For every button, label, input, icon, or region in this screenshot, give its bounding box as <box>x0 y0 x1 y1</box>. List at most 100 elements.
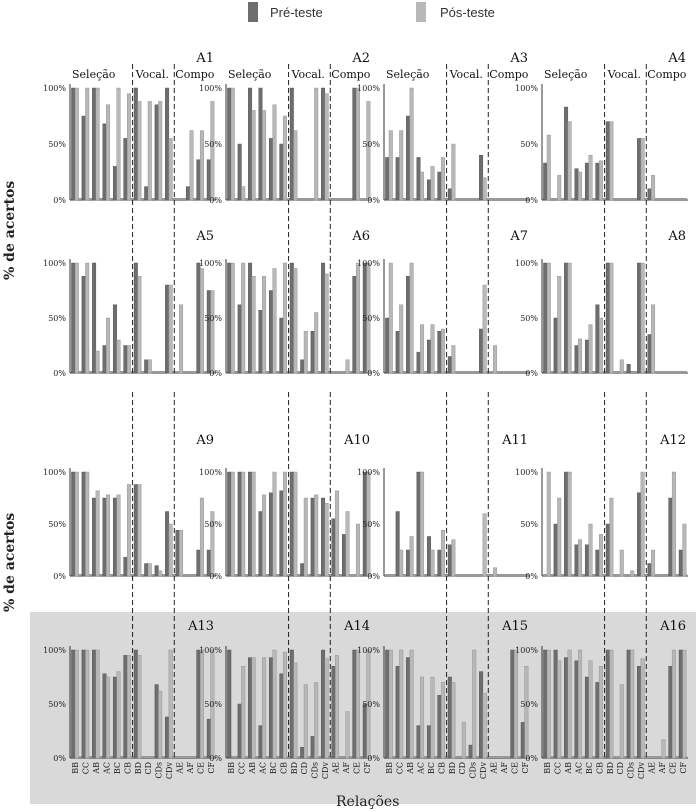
y-tick-label: 0% <box>209 196 222 205</box>
bar-pre-cc <box>237 471 242 577</box>
bar-post-ae <box>493 567 498 577</box>
bar-post-cf <box>366 471 371 577</box>
bar-post-cd <box>147 563 152 577</box>
bar-post-ce <box>199 268 204 374</box>
y-tick-label: 50% <box>362 140 380 149</box>
bar-pre-cb <box>437 695 442 759</box>
bar-post-bc <box>272 649 277 759</box>
y-tick-label: 50% <box>48 700 66 709</box>
bar-post-cc <box>399 304 404 374</box>
bar-post-ab <box>251 657 256 759</box>
bar-post-bc <box>116 494 121 577</box>
bar-post-bb <box>546 649 551 759</box>
bar-pre-cc <box>395 511 400 577</box>
bar-post-ac <box>106 317 111 374</box>
bar-post-cc <box>557 276 562 374</box>
bar-pre-cdv <box>321 262 326 374</box>
bar-pre-cb <box>123 345 128 374</box>
x-tick-label: CD <box>616 762 625 775</box>
bar-post-cc <box>557 497 562 577</box>
panel-a13: 0% 50% 100% A13 BB CC AB AC BC CB BD CD CDs CDv AE AF CE… <box>43 619 216 779</box>
bar-pre-ce <box>196 649 201 759</box>
bar-post-ab <box>409 262 414 374</box>
panel-title: A6 <box>351 229 370 244</box>
baseline-band <box>227 574 371 576</box>
bar-pre-cc <box>553 649 558 759</box>
panel-a15: 0% 50% 100% A15 BB CC AB AC BC CB BD CD CDs CDv AE AF CE… <box>357 619 530 779</box>
bar-post-cf <box>210 290 215 374</box>
bar-pre-cdv <box>637 666 642 759</box>
bar-pre-bd <box>447 544 452 577</box>
y-tick-label: 100% <box>515 468 538 477</box>
bar-pre-cc <box>395 666 400 759</box>
bar-post-ae <box>493 345 498 374</box>
bar-pre-cd <box>144 359 149 374</box>
baseline-band <box>385 756 529 758</box>
bar-post-bd <box>293 471 298 577</box>
legend-swatch-pre <box>248 2 258 22</box>
x-tick-label: BC <box>113 762 122 774</box>
bar-post-bb <box>230 87 235 201</box>
bar-pre-bd <box>133 484 138 577</box>
y-tick-label: 0% <box>53 196 66 205</box>
panels: 0% 50% 100% A1 Seleção Vocal. Compo 0% 50% 100% A2… <box>43 51 688 779</box>
bar-pre-ab <box>406 657 411 759</box>
legend-label-pre: Pré-teste <box>270 5 323 20</box>
phase-label: Vocal. <box>135 68 169 81</box>
bar-pre-ac <box>574 544 579 577</box>
bar-pre-cd <box>144 563 149 577</box>
bar-post-cc <box>85 262 90 374</box>
bar-post-cf <box>366 649 371 759</box>
bar-pre-cdv <box>321 87 326 201</box>
bar-pre-bb <box>543 262 548 374</box>
bar-pre-cb <box>279 490 284 577</box>
phase-label: Compo <box>175 68 215 81</box>
x-tick-label: CD <box>144 762 153 775</box>
bar-pre-ab <box>406 549 411 577</box>
bar-pre-bb <box>543 649 548 759</box>
x-tick-label: AC <box>575 762 584 775</box>
bar-post-cb <box>126 484 131 577</box>
bar-pre-bb <box>385 649 390 759</box>
y-tick-label: 50% <box>520 314 538 323</box>
baseline-band <box>543 574 687 576</box>
bar-pre-cdv <box>637 138 642 201</box>
y-tick-label: 50% <box>362 700 380 709</box>
panel-title: A13 <box>187 619 214 634</box>
bar-pre-bc <box>112 304 117 374</box>
bar-post-cdv <box>324 658 329 759</box>
bar-pre-cc <box>81 649 86 759</box>
bar-pre-bd <box>133 262 138 374</box>
panel-title: A9 <box>195 433 214 448</box>
bar-pre-cc <box>81 115 86 201</box>
bar-post-cds <box>158 101 163 201</box>
bar-post-cdv <box>324 93 329 201</box>
x-tick-label: BD <box>290 762 299 774</box>
bar-post-ce <box>671 471 676 577</box>
bar-post-cb <box>282 115 287 201</box>
bar-post-bd <box>451 682 456 759</box>
bar-pre-ab <box>406 276 411 374</box>
bar-post-bc <box>588 523 593 577</box>
bar-pre-cb <box>279 317 284 374</box>
bar-pre-ab <box>248 87 253 201</box>
phase-label: Vocal. <box>607 68 641 81</box>
y-tick-label: 0% <box>53 572 66 581</box>
bar-post-cdv <box>640 262 645 374</box>
x-tick-label: CC <box>238 762 247 774</box>
bar-pre-bd <box>289 471 294 577</box>
x-tick-label: CC <box>554 762 563 774</box>
bar-post-bc <box>430 166 435 201</box>
y-tick-label: 100% <box>43 259 66 268</box>
bar-pre-cds <box>310 497 315 577</box>
baseline-band <box>227 756 371 758</box>
y-tick-label: 0% <box>209 369 222 378</box>
bar-post-bb <box>74 649 79 759</box>
x-tick-label: BD <box>134 762 143 774</box>
x-tick-label: CD <box>300 762 309 775</box>
bar-pre-ab <box>564 471 569 577</box>
bar-pre-cds <box>626 649 631 759</box>
bar-pre-cb <box>437 549 442 577</box>
y-tick-label: 0% <box>367 369 380 378</box>
bar-pre-bd <box>447 356 452 374</box>
